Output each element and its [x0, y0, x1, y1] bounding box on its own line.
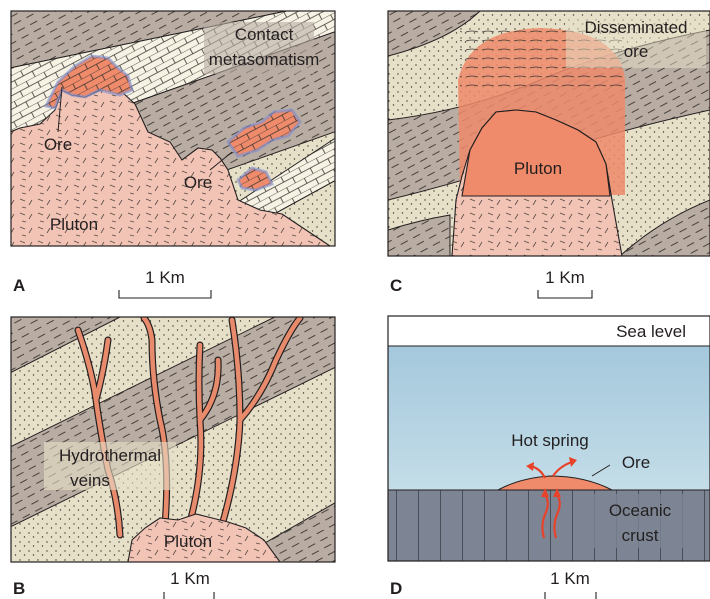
label-hot-spring: Hot spring	[511, 431, 588, 450]
label-veins: veins	[70, 471, 110, 490]
scale-label-c: 1 Km	[545, 268, 585, 287]
panel-letter-b: B	[13, 579, 25, 598]
label-sea-level: Sea level	[616, 322, 686, 341]
label-metasomatism: metasomatism	[209, 50, 320, 69]
label-ore-d: Ore	[622, 453, 650, 472]
panel-letter-c: C	[390, 276, 402, 295]
panel-b: Hydrothermal veins Pluton B 1 Km	[10, 316, 336, 599]
scale-label-b: 1 Km	[170, 569, 210, 588]
scale-bar-b	[163, 592, 215, 599]
label-crust: crust	[622, 526, 659, 545]
ore-mass-a-3	[236, 166, 275, 192]
label-disseminated: Disseminated	[585, 18, 688, 37]
label-ore-a-1: Ore	[44, 135, 72, 154]
pluton-b	[127, 513, 281, 562]
scale-label-a: 1 Km	[145, 268, 185, 287]
panel-d: Sea level Hot spring Ore Oceanic crust D…	[387, 315, 710, 599]
sea	[388, 346, 710, 491]
label-ore-c: ore	[624, 42, 649, 61]
ore-mound	[497, 475, 613, 491]
scale-bar-c	[537, 290, 593, 299]
scale-label-d: 1 Km	[550, 569, 590, 588]
scale-bar-a	[118, 290, 212, 299]
ore-mass-a-1	[43, 54, 134, 110]
label-pluton-c: Pluton	[514, 159, 562, 178]
label-ore-a-2: Ore	[184, 173, 212, 192]
label-contact: Contact	[235, 25, 294, 44]
panel-letter-a: A	[13, 276, 25, 295]
panel-a: Contact metasomatism Ore Ore Pluton A 1 …	[10, 10, 336, 299]
scale-bar-d	[544, 592, 597, 599]
ore-mass-a-2	[225, 108, 302, 158]
label-pluton-a: Pluton	[50, 215, 98, 234]
panel-letter-d: D	[390, 579, 402, 598]
label-hydrothermal: Hydrothermal	[59, 446, 161, 465]
label-oceanic: Oceanic	[609, 501, 672, 520]
panel-c: Disseminated ore Pluton C 1 Km	[387, 10, 710, 299]
label-pluton-b: Pluton	[164, 532, 212, 551]
